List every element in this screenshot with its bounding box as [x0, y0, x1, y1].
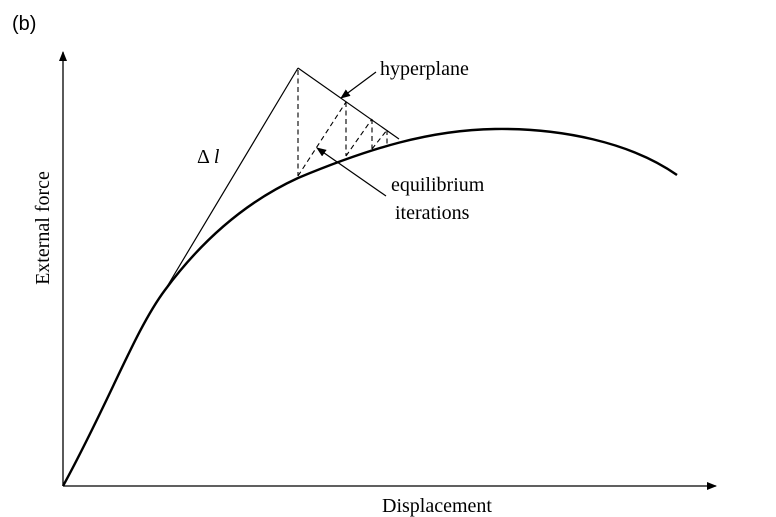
hyperplane-label: hyperplane [380, 58, 469, 80]
arc-length-variable: l [214, 146, 220, 168]
tangent-predictor-line [164, 67, 299, 291]
iterations-leader-line [316, 147, 387, 197]
equilibrium-iterations [297, 70, 388, 177]
y-axis-label: External force [32, 171, 54, 285]
delta-symbol: Δ [197, 146, 210, 168]
iteration-diagonal-1 [297, 101, 347, 177]
x-axis-label: Displacement [382, 495, 492, 517]
equilibrium-path [61, 127, 678, 487]
iterations-label-line1: equilibrium [391, 174, 485, 196]
hyperplane-leader-line [340, 71, 377, 99]
hyperplane-line [297, 67, 400, 140]
panel-label: (b) [12, 13, 36, 35]
iteration-diagonal-2 [345, 118, 373, 157]
iterations-label-line2: iterations [395, 202, 470, 224]
iteration-diagonal-3 [371, 129, 388, 150]
